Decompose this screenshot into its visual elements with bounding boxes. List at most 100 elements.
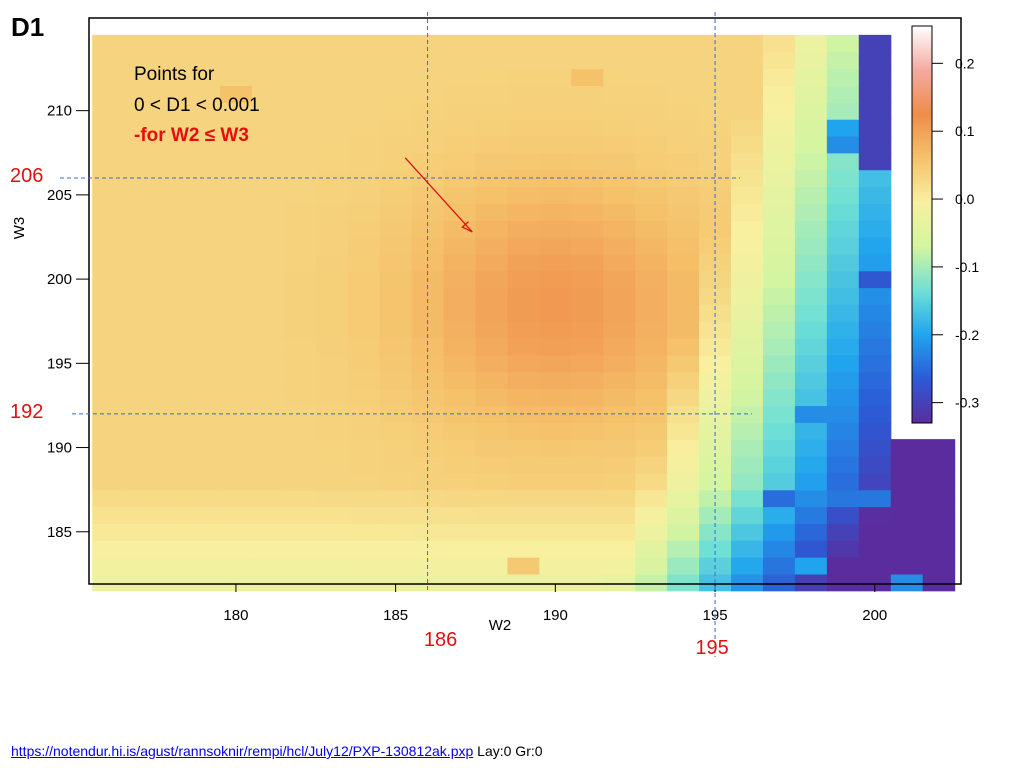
heatmap-cell xyxy=(124,573,157,592)
heatmap-cell xyxy=(826,102,860,120)
heatmap-cell xyxy=(635,354,668,373)
heatmap-cell xyxy=(635,135,668,154)
heatmap-cell xyxy=(635,68,668,86)
heatmap-cell xyxy=(124,405,157,423)
heatmap-cell xyxy=(858,472,892,491)
heatmap-cell xyxy=(379,573,413,592)
heatmap-cell xyxy=(507,371,540,390)
heatmap-cell xyxy=(603,523,636,541)
heatmap-cell xyxy=(219,304,253,322)
heatmap-cell xyxy=(315,51,349,70)
heatmap-cell xyxy=(539,253,572,272)
x-axis-label: W2 xyxy=(489,617,512,634)
heatmap-cell xyxy=(762,405,796,423)
heatmap-cell xyxy=(571,152,604,171)
heatmap-cell xyxy=(219,523,253,541)
y-tick-label: 185 xyxy=(47,524,72,541)
heatmap-cell xyxy=(379,422,413,440)
heatmap-cell xyxy=(762,68,796,86)
heatmap-cell xyxy=(539,270,572,289)
heatmap-cell xyxy=(251,68,285,86)
heatmap-cell xyxy=(156,270,189,289)
heatmap-cell xyxy=(475,85,509,103)
heatmap-cell xyxy=(571,405,604,423)
heatmap-cell xyxy=(411,220,445,238)
heatmap-cell xyxy=(92,338,125,356)
heatmap-cell xyxy=(475,68,509,86)
heatmap-cell xyxy=(635,152,668,171)
heatmap-cell xyxy=(92,321,125,339)
heatmap-cell xyxy=(219,439,253,457)
heatmap-cell xyxy=(539,51,572,70)
heatmap-cell xyxy=(219,85,253,103)
heatmap-cell xyxy=(762,304,796,322)
heatmap-cell xyxy=(762,540,796,558)
heatmap-cell xyxy=(188,439,221,457)
heatmap-cell xyxy=(92,119,125,137)
heatmap-cell xyxy=(890,455,924,474)
heatmap-cell xyxy=(858,338,892,356)
heatmap-cell xyxy=(379,51,413,70)
heatmap-cell xyxy=(347,85,381,103)
heatmap-cell xyxy=(315,203,349,221)
heatmap-cell xyxy=(507,506,540,524)
heatmap-cell xyxy=(443,270,477,289)
heatmap-cell xyxy=(826,422,860,440)
heatmap-cell xyxy=(283,523,317,541)
heatmap-cell xyxy=(156,203,189,221)
heatmap-cell xyxy=(315,119,349,137)
heatmap-cell xyxy=(156,68,189,86)
heatmap-cell xyxy=(156,472,189,491)
heatmap-cell xyxy=(571,422,604,440)
heatmap-cell xyxy=(379,540,413,558)
heatmap-cell xyxy=(794,573,828,592)
colorbar-tick-label: 0.2 xyxy=(955,55,975,71)
heatmap-cell xyxy=(667,236,700,255)
heatmap-cell xyxy=(507,304,540,322)
heatmap-cell xyxy=(156,489,189,508)
heatmap-cell xyxy=(507,489,540,508)
vertical-marker-label: 195 xyxy=(695,637,728,659)
heatmap-cell xyxy=(443,338,477,356)
heatmap-cell xyxy=(156,304,189,322)
heatmap-cell xyxy=(379,270,413,289)
heatmap-cell xyxy=(507,472,540,491)
heatmap-cell xyxy=(571,51,604,70)
heatmap-cell xyxy=(219,472,253,491)
heatmap-cell xyxy=(762,135,796,154)
heatmap-cell xyxy=(922,455,956,474)
heatmap-cell xyxy=(858,422,892,440)
heatmap-cell xyxy=(667,439,700,457)
heatmap-cell xyxy=(731,472,764,491)
heatmap-cell xyxy=(571,540,604,558)
heatmap-cell xyxy=(283,287,317,305)
heatmap-cell xyxy=(315,540,349,558)
heatmap-cell xyxy=(667,422,700,440)
heatmap-cell xyxy=(283,51,317,70)
heatmap-cell xyxy=(731,455,764,474)
heatmap-cell xyxy=(794,51,828,70)
heatmap-cell xyxy=(667,472,700,491)
heatmap-cell xyxy=(315,354,349,373)
heatmap-cell xyxy=(858,270,892,289)
heatmap-cell xyxy=(315,573,349,592)
heatmap-cell xyxy=(603,220,636,238)
heatmap-cell xyxy=(571,102,604,120)
heatmap-cell xyxy=(667,371,700,390)
heatmap-cell xyxy=(762,253,796,272)
heatmap-cell xyxy=(92,506,125,524)
x-tick-label: 190 xyxy=(543,607,568,624)
heatmap-cell xyxy=(156,287,189,305)
heatmap-cell xyxy=(731,287,764,305)
heatmap-cell xyxy=(475,472,509,491)
heatmap-cell xyxy=(411,135,445,154)
heatmap-cell xyxy=(315,489,349,508)
heatmap-cell xyxy=(188,506,221,524)
heatmap-cell xyxy=(156,253,189,272)
heatmap-cell xyxy=(507,102,540,120)
source-link[interactable]: https://notendur.hi.is/agust/rannsoknir/… xyxy=(11,743,474,759)
heatmap-cell xyxy=(347,388,381,407)
heatmap-cell xyxy=(315,371,349,390)
heatmap-cell xyxy=(315,506,349,524)
